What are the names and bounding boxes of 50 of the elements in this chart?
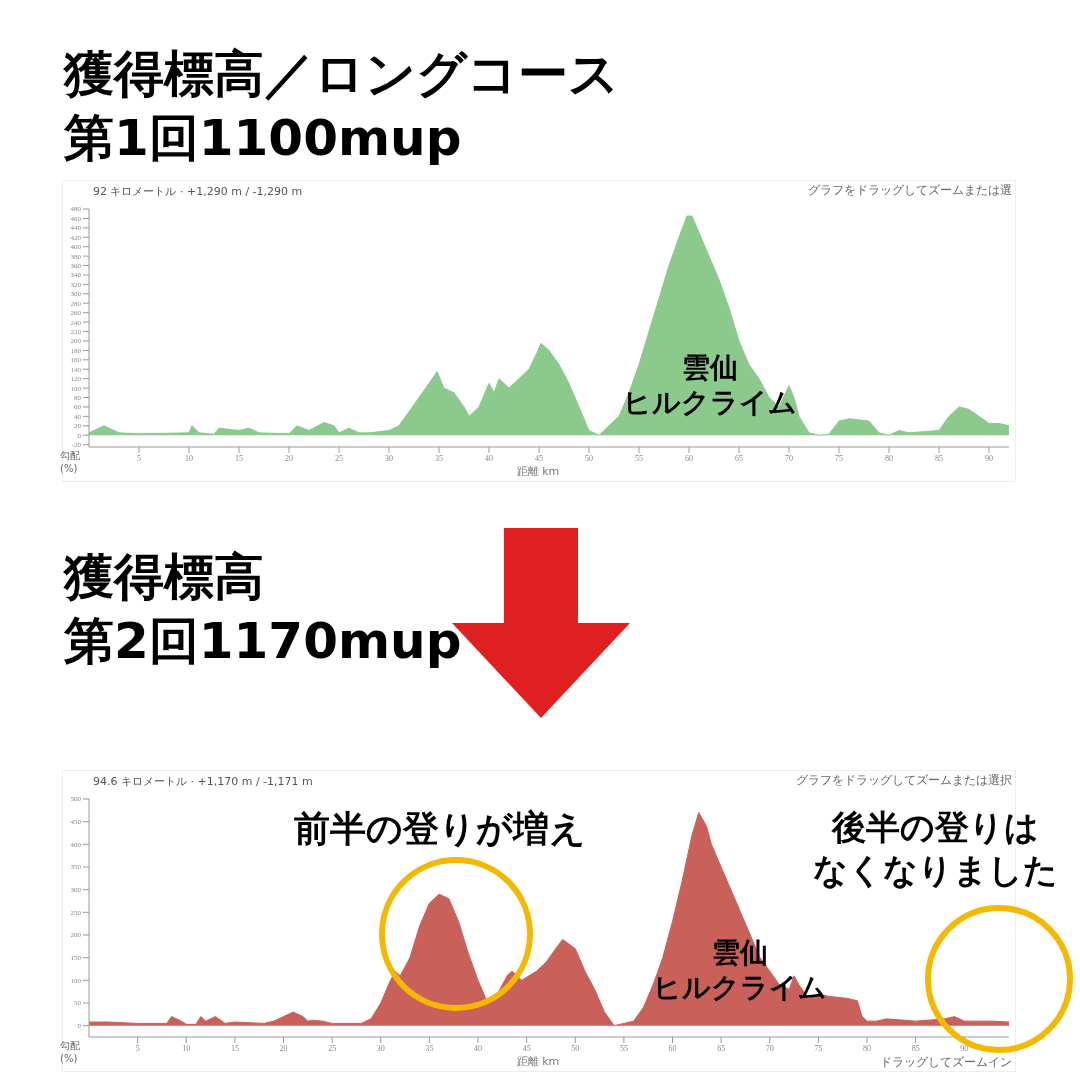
x-tick-label: 80 <box>863 1043 872 1053</box>
x-tick-label: 70 <box>765 1043 774 1053</box>
x-tick-label: 45 <box>522 1043 531 1053</box>
x-tick-label: 70 <box>785 453 793 463</box>
x-tick-label: 40 <box>485 453 493 463</box>
chart-title: 獲得標高第2回1170mup <box>64 547 462 672</box>
annotation: 前半の登りが増え <box>293 807 587 851</box>
x-tick-label: 5 <box>135 1043 140 1053</box>
x-tick-label: 60 <box>685 453 693 463</box>
x-tick-label: 65 <box>717 1043 726 1053</box>
x-tick-label: 10 <box>185 453 193 463</box>
x-tick-label: 55 <box>619 1043 628 1053</box>
x-tick-label: 50 <box>571 1043 580 1053</box>
annotation: 雲仙ヒルクライム <box>622 350 798 420</box>
text: 勾配 (%) <box>60 450 81 475</box>
text: ドラッグしてズームイン <box>879 1055 1012 1070</box>
x-tick-label: 25 <box>335 453 343 463</box>
x-tick-label: 90 <box>985 453 993 463</box>
x-tick-label: 20 <box>279 1043 288 1053</box>
chart-subtitle: 92 キロメートル · +1,290 m / -1,290 m <box>93 184 303 199</box>
x-tick-label: 25 <box>328 1043 337 1053</box>
x-tick-label: 15 <box>235 453 243 463</box>
x-tick-label: 85 <box>935 453 943 463</box>
x-tick-label: 15 <box>230 1043 239 1053</box>
x-tick-label: 80 <box>885 453 893 463</box>
x-tick-label: 20 <box>285 453 293 463</box>
chart-subtitle: 94.6 キロメートル · +1,170 m / -1,171 m <box>93 774 313 789</box>
x-tick-label: 40 <box>474 1043 483 1053</box>
x-tick-label: 75 <box>814 1043 823 1053</box>
x-tick-label: 85 <box>911 1043 920 1053</box>
x-tick-label: 65 <box>735 453 743 463</box>
x-tick-label: 5 <box>137 453 141 463</box>
x-tick-label: 30 <box>385 453 393 463</box>
chart-title: 獲得標高／ロングコース第1回1100mup <box>64 44 619 169</box>
x-tick-label: 30 <box>376 1043 385 1053</box>
x-tick-label: 45 <box>535 453 543 463</box>
text: グラフをドラッグしてズームまたは選択 <box>795 773 1012 788</box>
x-tick-label: 35 <box>425 1043 434 1053</box>
annotation: 後半の登りはなくなりました <box>811 806 1059 891</box>
x-axis-title: 距離 km <box>516 1055 560 1068</box>
x-tick-label: 50 <box>585 453 593 463</box>
x-tick-label: 60 <box>668 1043 677 1053</box>
x-tick-label: 10 <box>182 1043 191 1053</box>
x-axis-title: 距離 km <box>516 465 560 478</box>
text: グラフをドラッグしてズームまたは選 <box>807 183 1012 198</box>
x-tick-label: 90 <box>960 1043 969 1053</box>
x-tick-label: 75 <box>835 453 843 463</box>
x-tick-label: 55 <box>635 453 643 463</box>
x-tick-label: 35 <box>435 453 443 463</box>
text: 勾配 (%) <box>60 1040 81 1065</box>
